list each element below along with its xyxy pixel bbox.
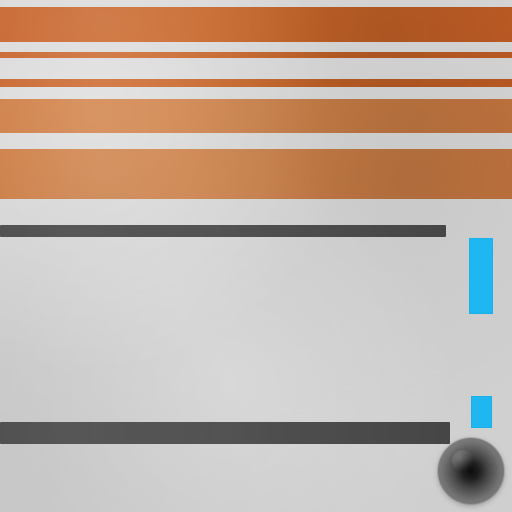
platform-bottom bbox=[0, 422, 450, 444]
blue-marker-tall bbox=[469, 238, 493, 314]
orange-stripe-3 bbox=[0, 79, 512, 87]
orange-stripe-5 bbox=[0, 149, 512, 199]
orange-stripe-3-fill bbox=[0, 79, 512, 87]
platform-top bbox=[0, 225, 446, 237]
orange-stripe-1 bbox=[0, 7, 512, 42]
orange-stripe-4 bbox=[0, 99, 512, 133]
orange-stripe-2-fill bbox=[0, 52, 512, 58]
orange-stripe-4-fill bbox=[0, 99, 512, 133]
orange-stripe-1-fill bbox=[0, 7, 512, 42]
orange-stripe-2 bbox=[0, 52, 512, 58]
orange-stripe-5-fill bbox=[0, 149, 512, 199]
player-ball[interactable] bbox=[438, 438, 504, 504]
blue-marker-small bbox=[471, 396, 492, 428]
